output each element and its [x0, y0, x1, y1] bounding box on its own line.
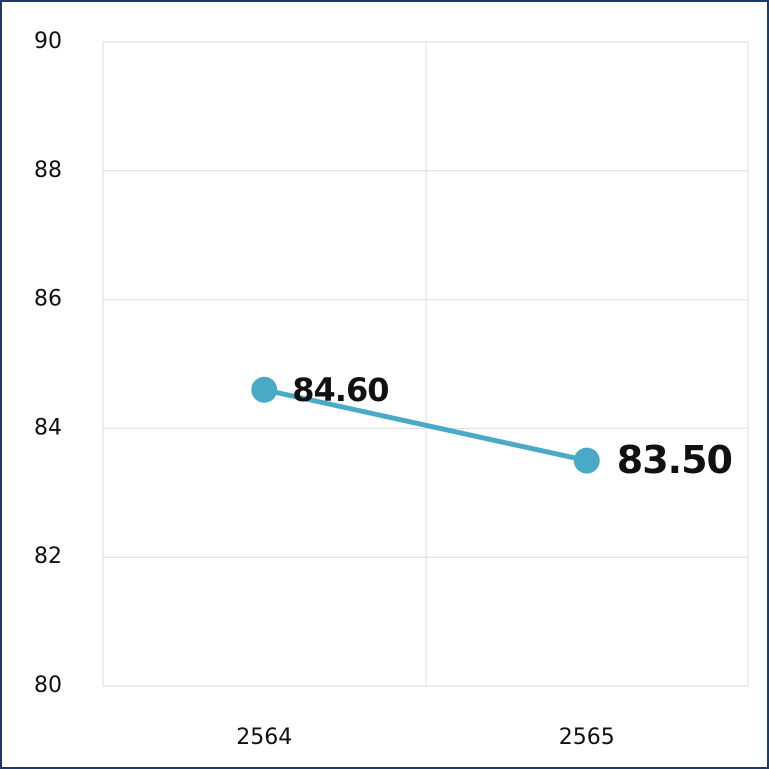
x-tick-label: 2564 — [236, 725, 292, 750]
data-label: 84.60 — [292, 371, 388, 409]
data-line — [263, 387, 588, 464]
y-tick-label: 90 — [34, 29, 62, 54]
data-label: 83.50 — [617, 438, 732, 482]
data-point — [251, 376, 278, 403]
y-tick-label: 88 — [34, 158, 62, 183]
y-tick-label: 80 — [34, 673, 62, 698]
data-point — [573, 447, 600, 474]
x-tick-label: 2565 — [559, 725, 615, 750]
y-tick-label: 86 — [34, 287, 62, 312]
y-tick-label: 82 — [34, 544, 62, 569]
y-tick-label: 84 — [34, 415, 62, 440]
